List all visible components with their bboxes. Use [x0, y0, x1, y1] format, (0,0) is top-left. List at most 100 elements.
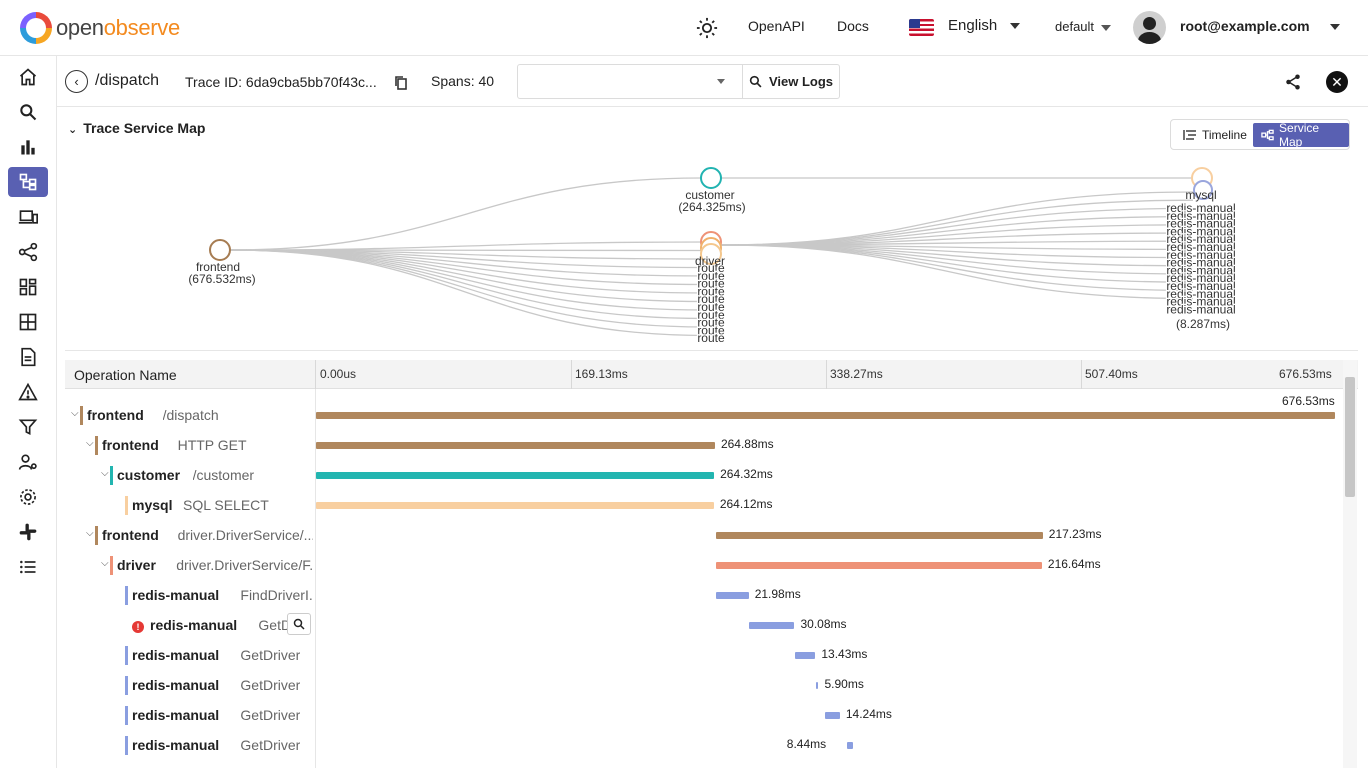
span-bar[interactable]	[715, 562, 1042, 569]
span-bar[interactable]	[715, 532, 1043, 539]
node-frontend-circle[interactable]	[209, 239, 231, 261]
nav-home[interactable]	[8, 62, 48, 92]
span-row[interactable]: ⌵ frontend driver.DriverService/... 217.23m…	[65, 520, 1345, 550]
node-redis-label: redis-manual	[1166, 256, 1235, 270]
span-service: frontend	[102, 437, 159, 453]
span-operation: GetDriver	[240, 737, 301, 753]
scrollbar-thumb[interactable]	[1345, 377, 1355, 497]
span-row[interactable]: redis-manual GetDriver 8.44ms	[65, 730, 1345, 760]
span-bar[interactable]	[824, 712, 840, 719]
sidebar	[0, 56, 57, 768]
view-logs-button[interactable]: View Logs	[742, 64, 840, 99]
span-operation: GetDriver	[240, 707, 301, 723]
span-bar[interactable]	[749, 622, 795, 629]
node-frontend[interactable]: frontend (676.532ms)	[188, 239, 256, 286]
service-color-bar	[125, 496, 128, 515]
span-row[interactable]: redis-manual GetDriver 5.90ms	[65, 670, 1345, 700]
node-driver[interactable]: driver	[695, 231, 725, 268]
openobserve-logo[interactable]: openobserve	[20, 12, 180, 44]
nav-about[interactable]	[8, 552, 48, 582]
span-bar[interactable]	[316, 442, 715, 449]
service-map-view-button[interactable]: Service Map	[1253, 121, 1349, 149]
language-selector[interactable]: English	[948, 17, 1020, 34]
back-button[interactable]: ‹	[65, 70, 88, 93]
span-bar[interactable]	[316, 412, 1335, 419]
span-service: mysql	[132, 497, 173, 513]
chevron-down-icon[interactable]: ⌵	[101, 558, 109, 569]
nav-alerts[interactable]	[8, 377, 48, 407]
chevron-down-icon	[1009, 23, 1020, 30]
chevron-down-icon[interactable]: ⌵	[71, 408, 79, 419]
nav-traces[interactable]	[8, 167, 48, 197]
chevron-down-icon[interactable]: ⌵	[86, 528, 94, 539]
span-search-button[interactable]	[287, 613, 311, 635]
span-service: redis-manual	[132, 707, 220, 723]
timeline-view-button[interactable]: Timeline	[1175, 123, 1255, 147]
openapi-link[interactable]: OpenAPI	[748, 18, 805, 34]
span-bar[interactable]	[316, 472, 715, 479]
service-color-bar	[125, 736, 128, 755]
node-route-circle[interactable]	[700, 243, 722, 265]
span-duration: 216.64ms	[1047, 557, 1101, 571]
share-icon[interactable]	[1284, 73, 1302, 91]
span-bar[interactable]	[795, 652, 816, 659]
docs-link[interactable]: Docs	[837, 18, 869, 34]
service-color-bar	[110, 556, 113, 575]
node-customer-duration: (264.325ms)	[678, 200, 745, 214]
nav-logs[interactable]	[8, 97, 48, 127]
node-redis-label: redis-manual	[1166, 240, 1235, 254]
nav-iam[interactable]	[8, 447, 48, 477]
theme-toggle-sun-icon[interactable]	[696, 17, 718, 39]
chevron-down-icon[interactable]: ⌵	[101, 468, 109, 479]
span-operation: GetDriver	[240, 677, 301, 693]
chevron-down-icon[interactable]: ⌵	[86, 438, 94, 449]
span-row[interactable]: ⌵ frontend HTTP GET 264.88ms	[65, 430, 1345, 460]
span-row[interactable]: redis-manual FindDriverI... 21.98ms	[65, 580, 1345, 610]
span-row[interactable]: ! redis-manual GetDri 30.08ms	[65, 610, 1345, 640]
span-bar[interactable]	[846, 742, 853, 749]
node-customer[interactable]: customer (264.325ms)	[678, 167, 746, 214]
nav-slack[interactable]	[8, 517, 48, 547]
user-menu[interactable]: root@example.com	[1180, 18, 1340, 34]
service-map-toggle[interactable]: ⌄ Trace Service Map	[68, 120, 205, 136]
node-customer-circle[interactable]	[700, 167, 722, 189]
avatar[interactable]	[1133, 11, 1166, 44]
nav-pipelines[interactable]	[8, 237, 48, 267]
span-row[interactable]: ⌵ driver driver.DriverService/F... 216.64ms	[65, 550, 1345, 580]
node-redis-circle[interactable]	[1193, 180, 1213, 200]
name-column-border	[315, 389, 316, 768]
search-icon	[293, 618, 305, 630]
node-redis-label: redis-manual	[1166, 209, 1235, 223]
list-icon	[20, 560, 36, 574]
map-edge	[229, 249, 708, 337]
span-row[interactable]: ⌵ frontend/dispatch 676.53ms	[65, 394, 1345, 430]
section-divider	[65, 350, 1358, 351]
org-selector[interactable]: default	[1055, 19, 1112, 34]
service-select[interactable]	[517, 64, 743, 99]
close-button[interactable]: ✕	[1326, 71, 1348, 93]
nav-dashboards[interactable]	[8, 272, 48, 302]
node-customer-label: customer	[685, 188, 734, 202]
nav-reports[interactable]	[8, 342, 48, 372]
slack-icon	[19, 523, 37, 541]
node-mysql[interactable]: mysql	[1185, 167, 1217, 202]
scrollbar[interactable]	[1343, 360, 1357, 768]
node-redis-label: redis-manual	[1166, 201, 1235, 215]
span-row[interactable]: ⌵ customer/customer 264.32ms	[65, 460, 1345, 490]
span-operation: driver.DriverService/F...	[176, 557, 313, 573]
copy-icon[interactable]	[394, 75, 408, 91]
span-service: frontend	[87, 407, 144, 423]
span-row[interactable]: redis-manual GetDriver 14.24ms	[65, 700, 1345, 730]
node-route-label: route	[697, 308, 725, 322]
nav-settings[interactable]	[8, 482, 48, 512]
nav-rum[interactable]	[8, 202, 48, 232]
span-bar[interactable]	[816, 682, 819, 689]
nav-metrics[interactable]	[8, 132, 48, 162]
span-row[interactable]: mysql SQL SELECT 264.12ms	[65, 490, 1345, 520]
span-bar[interactable]	[715, 592, 749, 599]
span-row[interactable]: redis-manual GetDriver 13.43ms	[65, 640, 1345, 670]
nav-streams[interactable]	[8, 307, 48, 337]
map-edge	[229, 241, 708, 251]
span-bar[interactable]	[316, 502, 714, 509]
nav-functions[interactable]	[8, 412, 48, 442]
